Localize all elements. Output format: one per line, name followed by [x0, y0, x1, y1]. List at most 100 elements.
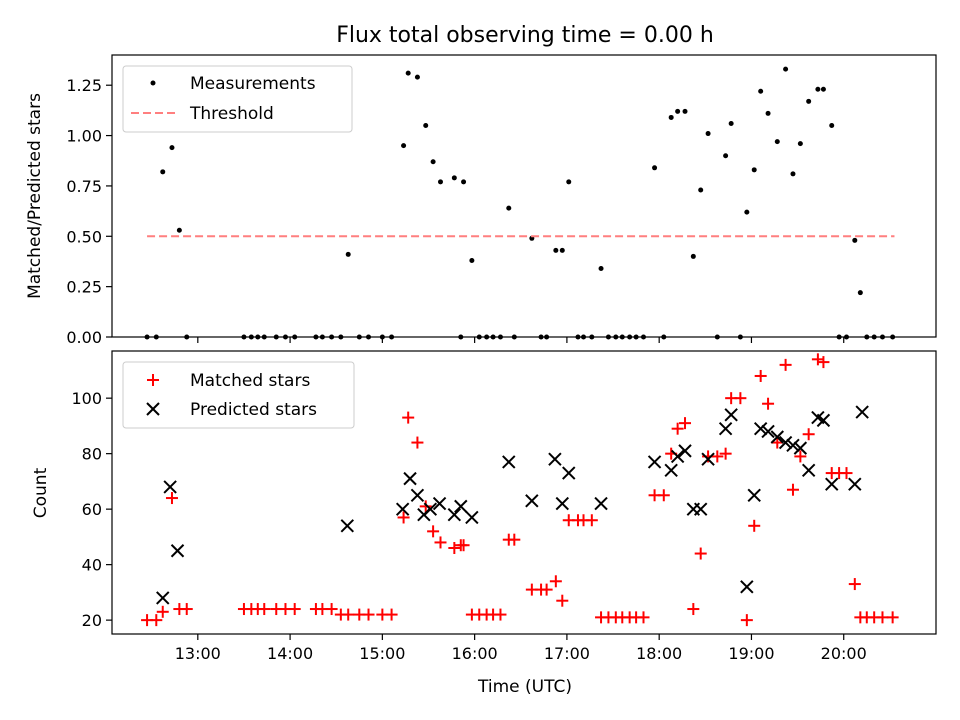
legend-matched-label: Matched stars	[190, 371, 310, 391]
matched-star-point	[385, 608, 398, 621]
matched-star-point	[258, 603, 271, 616]
measurement-point	[820, 86, 826, 92]
matched-star-point	[402, 411, 415, 424]
measurement-point	[401, 143, 407, 149]
x-tick-label: 17:00	[544, 644, 590, 663]
measurement-point	[553, 247, 559, 253]
x-tick-label: 18:00	[636, 644, 682, 663]
measurement-point	[430, 159, 436, 165]
measurement-point	[169, 145, 175, 151]
x-tick-label: 14:00	[267, 644, 313, 663]
ratio-y-tick-label: 1.25	[66, 76, 102, 95]
predicted-star-point	[395, 502, 410, 516]
measurement-point	[176, 227, 182, 233]
measurement-point	[682, 108, 688, 114]
predicted-star-point	[816, 413, 831, 428]
measurement-point	[852, 237, 858, 243]
count-y-tick-label: 80	[82, 445, 102, 464]
count-panel-frame	[111, 350, 937, 635]
measurement-point	[815, 86, 821, 92]
predicted-star-point	[670, 449, 685, 464]
measurement-point	[758, 88, 764, 94]
matched-star-point	[397, 511, 410, 524]
matched-star-point	[848, 578, 861, 591]
predicted-star-point	[825, 477, 839, 491]
matched-star-point	[180, 603, 193, 616]
predicted-star-point	[718, 421, 733, 436]
ratio-panel-y-ticks: 0.00 0.25 0.50 0.75 1.00 1.25	[66, 76, 112, 347]
x-tick-label: 19:00	[728, 644, 774, 663]
matched-star-point	[886, 611, 899, 624]
matched-star-point	[802, 428, 815, 441]
measurement-point	[506, 205, 512, 211]
count-panel-xlabel: Time (UTC)	[477, 677, 572, 697]
measurement-point	[728, 120, 734, 126]
ratio-panel-marks	[144, 66, 896, 340]
predicted-star-point	[724, 408, 738, 422]
matched-star-point	[748, 519, 761, 532]
ratio-panel-frame	[111, 54, 937, 338]
predicted-star-point	[454, 499, 468, 514]
measurement-point	[774, 139, 780, 145]
predicted-star-point	[410, 488, 425, 502]
measurement-point	[806, 98, 812, 104]
ratio-panel: 0.00 0.25 0.50 0.75 1.00 1.25 Matched/Predict…	[25, 54, 937, 347]
predicted-star-point	[447, 507, 462, 522]
predicted-star-point	[678, 444, 692, 458]
matched-star-point	[556, 594, 569, 607]
predicted-star-point	[502, 455, 516, 469]
matched-star-point	[762, 397, 775, 410]
matched-star-point	[754, 369, 767, 382]
predicted-star-point	[525, 494, 539, 508]
matched-star-point	[150, 614, 163, 627]
count-panel: 13:00 14:00 15:00 16:00 17:00 18:00 19:00 20:00…	[31, 350, 937, 697]
predicted-star-point	[801, 463, 816, 478]
count-y-tick-label: 60	[82, 500, 102, 519]
count-y-tick-label: 40	[82, 556, 102, 575]
measurement-point	[690, 253, 696, 259]
measurement-point	[345, 251, 351, 257]
measurement-point	[765, 110, 771, 116]
ratio-y-tick-label: 0.75	[66, 177, 102, 196]
predicted-star-point	[761, 424, 775, 439]
matched-star-point	[508, 533, 521, 546]
ratio-y-tick-label: 0.25	[66, 278, 102, 297]
measurement-point	[598, 266, 604, 272]
ratio-panel-legend: Measurements Threshold	[122, 65, 353, 133]
predicted-star-point	[855, 405, 869, 419]
matched-star-point	[427, 525, 440, 538]
ratio-legend-box	[122, 65, 353, 133]
matched-star-point	[156, 605, 169, 618]
measurement-point	[437, 179, 443, 185]
matched-star-point	[362, 608, 375, 621]
measurement-point	[829, 123, 835, 128]
figure-title: Flux total observing time = 0.00 h	[336, 23, 714, 48]
measurement-point	[160, 169, 166, 175]
matched-star-point	[694, 547, 707, 560]
matched-star-point	[876, 611, 889, 624]
matched-star-point	[325, 603, 338, 616]
matched-star-point	[687, 603, 700, 616]
measurement-point	[790, 171, 796, 177]
predicted-star-point	[340, 519, 355, 533]
matched-star-point	[671, 422, 684, 435]
matched-star-point	[740, 614, 753, 627]
matched-star-point	[165, 492, 178, 505]
measurement-point	[461, 179, 467, 185]
count-y-tick-label: 100	[71, 389, 102, 408]
measurement-point	[783, 66, 789, 72]
predicted-star-point	[562, 466, 576, 480]
predicted-star-point	[848, 477, 862, 491]
count-panel-x-ticks: 13:00 14:00 15:00 16:00 17:00 18:00 19:00 20:00	[175, 634, 867, 663]
predicted-star-point	[163, 480, 177, 494]
ratio-panel-ylabel: Matched/Predicted stars	[25, 93, 45, 299]
measurement-point	[405, 70, 411, 76]
predicted-star-point	[664, 463, 678, 478]
legend-threshold-label: Threshold	[189, 104, 274, 124]
count-panel-y-ticks: 20 40 60 80 100	[71, 389, 112, 630]
measurement-point	[566, 179, 572, 185]
measurement-point	[723, 153, 729, 159]
count-panel-legend: Matched stars Predicted stars	[122, 361, 355, 429]
matched-star-point	[734, 392, 747, 405]
